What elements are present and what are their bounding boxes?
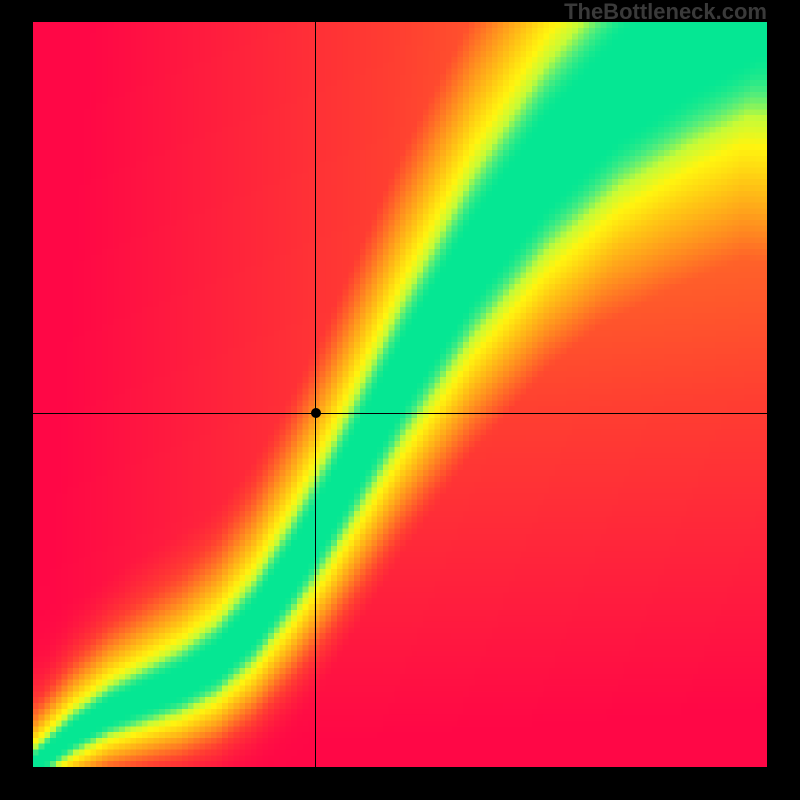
crosshair-horizontal xyxy=(33,413,767,414)
heatmap-canvas xyxy=(33,22,767,767)
watermark-text: TheBottleneck.com xyxy=(564,0,767,25)
chart-container: TheBottleneck.com xyxy=(0,0,800,800)
crosshair-vertical xyxy=(315,22,316,767)
marker-dot xyxy=(311,408,321,418)
